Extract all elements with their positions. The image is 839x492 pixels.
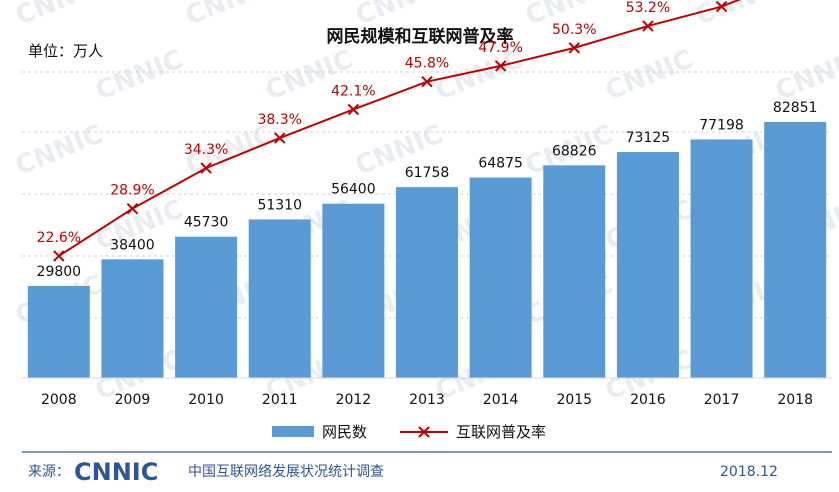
bar-value-label: 64875 — [478, 156, 523, 172]
source-label: 来源： — [28, 464, 70, 480]
bar-value-label: 73125 — [626, 130, 671, 146]
rate-value-label: 47.9% — [478, 40, 522, 56]
bar — [248, 219, 311, 378]
bar-value-label: 77198 — [699, 117, 744, 133]
bar-value-label: 29800 — [37, 264, 82, 280]
watermark-text: CNNIC — [601, 44, 697, 106]
rate-value-label: 34.3% — [184, 142, 228, 158]
legend-bar-swatch — [272, 426, 314, 437]
bar-value-label: 82851 — [773, 100, 818, 116]
x-tick-label: 2013 — [409, 392, 445, 408]
bar — [322, 203, 385, 378]
x-tick-label: 2012 — [336, 392, 372, 408]
bar-value-label: 56400 — [331, 182, 376, 198]
watermark-text: CNNIC — [91, 44, 187, 106]
rate-value-label: 28.9% — [110, 183, 154, 199]
bar — [396, 187, 458, 378]
x-tick-label: 2018 — [777, 392, 813, 408]
rate-marker — [347, 103, 360, 116]
rate-value-label: 45.8% — [405, 56, 449, 72]
rate-marker — [568, 42, 580, 54]
rate-marker — [126, 202, 139, 215]
rate-value-label: 38.3% — [257, 112, 301, 128]
source-text: 中国互联网络发展状况统计调查 — [188, 464, 384, 480]
x-tick-label: 2009 — [115, 392, 151, 408]
rate-value-label: 50.3% — [552, 22, 596, 38]
bar-value-label: 61758 — [405, 165, 450, 181]
bar — [101, 259, 164, 378]
source-date: 2018.12 — [720, 464, 778, 480]
legend-line-label: 互联网普及率 — [456, 423, 546, 441]
watermark-text: CNNIC — [11, 0, 107, 31]
rate-value-label: 53.2% — [626, 0, 670, 16]
watermark-text: CNNIC — [771, 44, 839, 106]
rate-marker — [274, 132, 286, 144]
legend: 网民数 互联网普及率 — [272, 423, 546, 441]
bar — [543, 165, 606, 378]
bar — [469, 177, 532, 378]
bar — [616, 152, 679, 378]
bar-series — [27, 121, 827, 378]
rate-marker — [494, 60, 507, 72]
chart-title: 网民规模和互联网普及率 — [327, 26, 514, 47]
watermark-text: CNNIC — [181, 0, 277, 31]
rate-marker — [53, 250, 65, 262]
rate-value-label: 42.1% — [331, 83, 375, 99]
x-tick-label: 2008 — [41, 392, 77, 408]
cnnic-logo: CNNIC — [74, 458, 158, 486]
rate-marker — [200, 162, 212, 174]
rate-marker — [715, 0, 728, 13]
bar-value-label: 45730 — [184, 215, 229, 231]
legend-bar-label: 网民数 — [322, 423, 367, 441]
line-series: 22.6% 28.9% 34.3% 38.3% 42.1% 45.8% 47.9% 50.3%… — [37, 0, 742, 262]
x-tick-label: 2017 — [704, 392, 740, 408]
x-tick-label: 2014 — [483, 392, 519, 408]
x-axis-ticks: 2008 2009 2010 2011 2012 2013 2014 2015 2016 2017… — [41, 392, 813, 408]
bar — [764, 121, 827, 378]
bar — [175, 236, 238, 378]
x-tick-label: 2016 — [630, 392, 666, 408]
bar-value-label: 68826 — [552, 143, 597, 159]
bar — [690, 139, 753, 378]
legend-x-marker-icon — [418, 426, 430, 438]
x-tick-label: 2011 — [262, 392, 298, 408]
bar — [27, 285, 90, 378]
unit-label: 单位：万人 — [28, 42, 103, 60]
rate-marker — [421, 75, 433, 88]
rate-marker — [642, 20, 654, 32]
x-tick-label: 2010 — [188, 392, 224, 408]
rate-value-label: 22.6% — [37, 230, 81, 246]
bar-value-labels: 29800 38400 45730 51310 56400 61758 64875 68826… — [37, 100, 818, 280]
bar-value-label: 38400 — [110, 237, 155, 253]
watermark-text: CNNIC — [11, 119, 107, 181]
watermark-text: CNNIC — [691, 0, 787, 31]
x-tick-label: 2015 — [556, 392, 592, 408]
bar-value-label: 51310 — [257, 197, 302, 213]
